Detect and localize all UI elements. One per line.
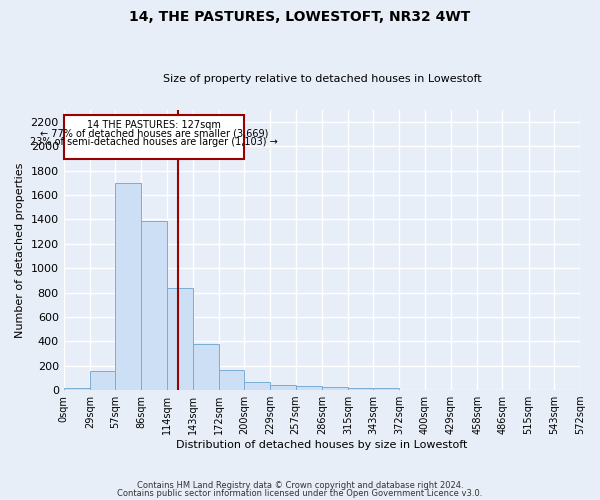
- Text: Contains public sector information licensed under the Open Government Licence v3: Contains public sector information licen…: [118, 488, 482, 498]
- Bar: [167, 288, 193, 390]
- Bar: [141, 220, 167, 390]
- Bar: [244, 382, 271, 390]
- Bar: [296, 386, 322, 390]
- Text: 14, THE PASTURES, LOWESTOFT, NR32 4WT: 14, THE PASTURES, LOWESTOFT, NR32 4WT: [130, 10, 470, 24]
- Bar: [219, 370, 244, 390]
- Bar: [271, 385, 296, 390]
- Text: Contains HM Land Registry data © Crown copyright and database right 2024.: Contains HM Land Registry data © Crown c…: [137, 481, 463, 490]
- Bar: [90, 371, 115, 390]
- Text: ← 77% of detached houses are smaller (3,669): ← 77% of detached houses are smaller (3,…: [40, 128, 268, 138]
- Bar: [64, 388, 90, 390]
- Bar: [373, 388, 400, 390]
- Bar: [64, 114, 244, 158]
- Title: Size of property relative to detached houses in Lowestoft: Size of property relative to detached ho…: [163, 74, 481, 84]
- X-axis label: Distribution of detached houses by size in Lowestoft: Distribution of detached houses by size …: [176, 440, 467, 450]
- Text: 23% of semi-detached houses are larger (1,103) →: 23% of semi-detached houses are larger (…: [30, 136, 278, 146]
- Y-axis label: Number of detached properties: Number of detached properties: [15, 162, 25, 338]
- Bar: [348, 388, 373, 390]
- Bar: [322, 386, 348, 390]
- Text: 14 THE PASTURES: 127sqm: 14 THE PASTURES: 127sqm: [87, 120, 221, 130]
- Bar: [115, 183, 141, 390]
- Bar: [193, 344, 219, 390]
